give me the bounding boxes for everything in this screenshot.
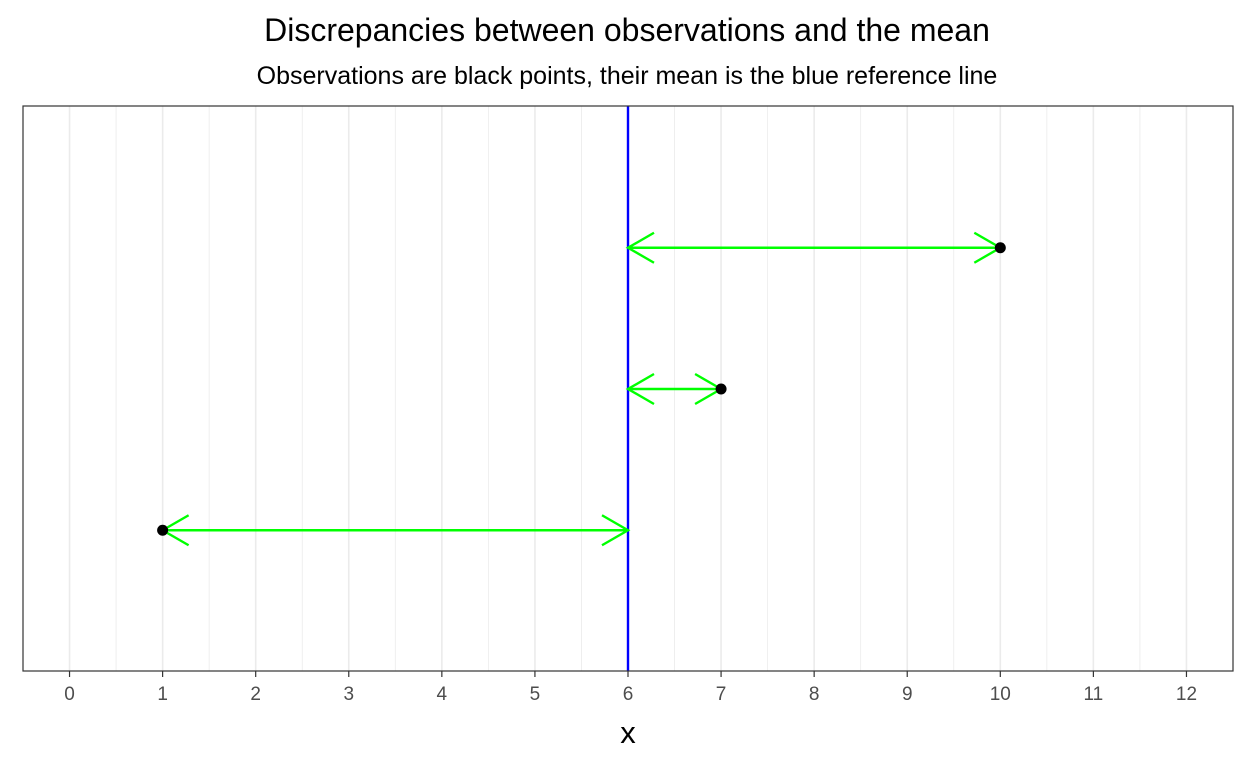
arrowhead [625, 372, 655, 406]
x-tick-label: 0 [64, 684, 75, 705]
x-tick-label: 10 [990, 684, 1011, 705]
observation-point [157, 524, 169, 536]
x-axis-title: x [620, 715, 636, 750]
x-tick-label: 6 [623, 684, 634, 705]
chart-title: Discrepancies between observations and t… [264, 12, 990, 48]
x-tick-label: 5 [530, 684, 541, 705]
arrowhead [625, 231, 655, 264]
observation-point [715, 383, 727, 395]
x-tick-label: 11 [1084, 684, 1104, 705]
observation-points [157, 242, 1006, 536]
observation-point [994, 242, 1006, 254]
discrepancy-arrows [160, 231, 1003, 547]
x-tick-label: 3 [343, 684, 354, 705]
x-tick-label: 4 [437, 684, 448, 705]
chart-subtitle: Observations are black points, their mea… [257, 62, 998, 90]
x-tick-label: 2 [250, 684, 261, 705]
x-tick-label: 1 [157, 684, 168, 705]
x-tick-label: 7 [716, 684, 727, 705]
x-axis: 0 1 2 3 4 5 6 7 8 9 10 11 12 [64, 671, 1197, 705]
x-tick-label: 12 [1176, 684, 1197, 705]
x-tick-label: 9 [902, 684, 913, 705]
x-tick-label: 8 [809, 684, 820, 705]
arrowhead [601, 514, 631, 547]
